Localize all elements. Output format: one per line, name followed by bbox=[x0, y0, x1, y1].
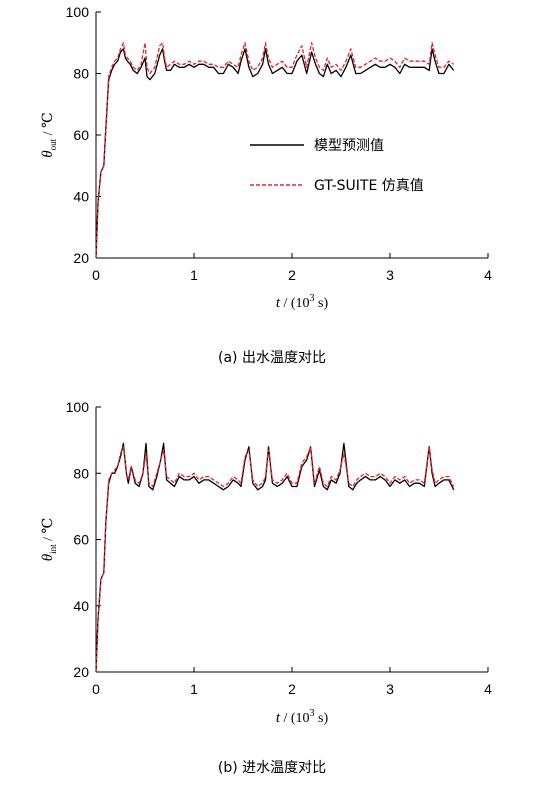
x-tick-label: 2 bbox=[288, 267, 296, 283]
x-tick-label: 4 bbox=[484, 267, 492, 283]
x-axis-label: t / (103 s) bbox=[276, 293, 329, 311]
figure-caption: (a) 出水温度对比 bbox=[218, 350, 326, 366]
x-axis-unit-exponent: 3 bbox=[310, 293, 315, 304]
x-axis-unit-exponent: 3 bbox=[310, 708, 315, 719]
x-tick-label: 3 bbox=[386, 267, 394, 283]
y-tick-label: 20 bbox=[73, 664, 89, 680]
x-tick-label: 4 bbox=[484, 681, 492, 697]
y-axis-var: θ bbox=[40, 553, 56, 561]
x-axis-unit: / (10 bbox=[280, 296, 310, 311]
series-line-model-prediction bbox=[95, 442, 455, 673]
x-axis-label: t / (103 s) bbox=[276, 708, 329, 726]
y-axis-subscript: int bbox=[48, 544, 58, 554]
x-tick-label: 0 bbox=[92, 681, 100, 697]
y-tick-label: 100 bbox=[66, 399, 90, 415]
y-tick-label: 20 bbox=[73, 250, 89, 266]
y-axis-unit: / ℃ bbox=[41, 112, 56, 139]
y-axis-label: θint / ℃ bbox=[40, 518, 58, 561]
x-axis-var: t bbox=[276, 710, 281, 726]
y-tick-label: 80 bbox=[73, 465, 89, 481]
x-axis-unit: / (10 bbox=[280, 711, 310, 726]
y-tick-label: 60 bbox=[73, 127, 89, 143]
y-tick-label: 100 bbox=[66, 4, 90, 20]
figure-caption: (b) 进水温度对比 bbox=[218, 760, 326, 776]
legend-label-0: 模型预测值 bbox=[314, 138, 384, 154]
x-tick-label: 0 bbox=[92, 267, 100, 283]
x-axis-var: t bbox=[276, 295, 281, 311]
y-axis-subscript: out bbox=[48, 138, 58, 150]
series-line-gt-suite bbox=[95, 42, 455, 259]
y-axis-unit: / ℃ bbox=[41, 518, 56, 545]
series-line-gt-suite bbox=[95, 446, 455, 673]
y-axis-var: θ bbox=[40, 150, 56, 158]
x-axis-unit-close: s) bbox=[315, 296, 329, 311]
x-tick-label: 1 bbox=[190, 681, 198, 697]
x-axis-unit-close: s) bbox=[315, 711, 329, 726]
x-tick-label: 3 bbox=[386, 681, 394, 697]
series-line-model-prediction bbox=[95, 48, 455, 259]
y-tick-label: 40 bbox=[73, 598, 89, 614]
y-tick-label: 80 bbox=[73, 66, 89, 82]
y-tick-label: 40 bbox=[73, 189, 89, 205]
y-tick-label: 60 bbox=[73, 532, 89, 548]
legend-label-1: GT-SUITE 仿真值 bbox=[314, 178, 424, 194]
x-tick-label: 2 bbox=[288, 681, 296, 697]
y-axis-label: θout / ℃ bbox=[40, 112, 58, 157]
x-tick-label: 1 bbox=[190, 267, 198, 283]
